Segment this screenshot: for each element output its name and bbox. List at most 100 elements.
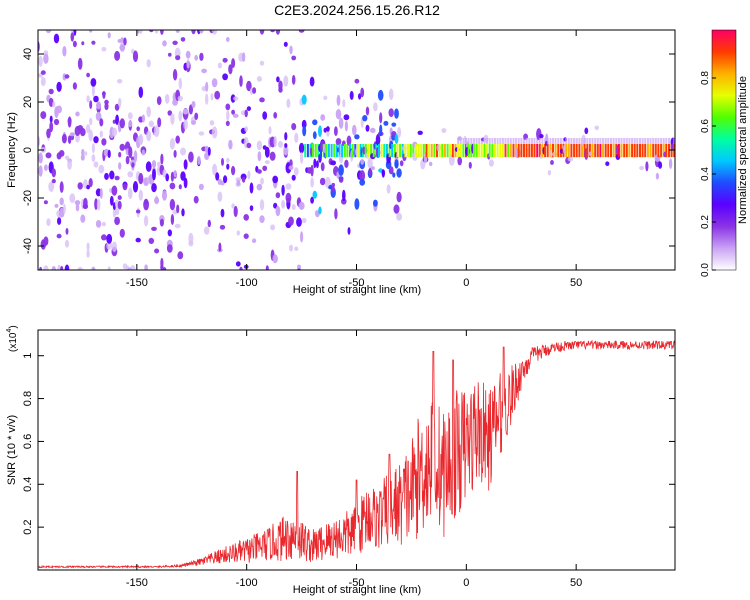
spectrogram-cell bbox=[289, 244, 293, 252]
y-tick-label: 1 bbox=[22, 353, 34, 359]
spectrogram-cell bbox=[138, 189, 143, 201]
spectrogram-signal bbox=[670, 144, 673, 158]
spectrogram-signal bbox=[385, 144, 388, 158]
spectrogram-halo bbox=[604, 138, 607, 144]
spectrogram-cell bbox=[326, 126, 330, 132]
spectrogram-halo bbox=[662, 138, 665, 144]
spectrogram-cell bbox=[170, 113, 175, 125]
spectrogram-signal bbox=[567, 144, 570, 158]
spectrogram-cell bbox=[235, 261, 241, 267]
spectrogram-cell bbox=[93, 161, 99, 168]
spectrogram-cell bbox=[62, 46, 67, 57]
spectrogram-cell bbox=[119, 41, 125, 53]
spectrogram-halo bbox=[607, 138, 610, 144]
spectrogram-cell bbox=[394, 134, 399, 145]
spectrogram-cell bbox=[153, 125, 160, 138]
spectrogram-cell bbox=[199, 52, 204, 61]
spectrogram-cell bbox=[281, 199, 286, 209]
spectrogram-cell bbox=[99, 188, 103, 199]
spectrogram-signal bbox=[517, 144, 520, 158]
x-tick-label: -150 bbox=[126, 577, 148, 589]
spectrogram-cell bbox=[197, 155, 201, 165]
spectrogram-signal bbox=[546, 144, 549, 158]
spectrogram-cell bbox=[75, 133, 80, 143]
y-tick-label: 0.4 bbox=[22, 477, 34, 492]
spectrogram-signal bbox=[530, 144, 533, 158]
spectrogram-signal bbox=[388, 144, 391, 158]
x-tick-label: 0 bbox=[463, 277, 469, 289]
spectrogram-cell bbox=[90, 78, 97, 87]
spectrogram-cell bbox=[639, 165, 644, 171]
spectrogram-cell bbox=[391, 122, 397, 127]
spectrogram-cell bbox=[38, 135, 41, 147]
spectrogram-cell bbox=[62, 203, 66, 214]
y-tick-label: 40 bbox=[22, 48, 34, 60]
spectrogram-cell bbox=[143, 215, 149, 227]
spectrogram-cell bbox=[117, 195, 122, 201]
spectrogram-cell bbox=[259, 60, 265, 66]
spectrogram-cell bbox=[291, 74, 296, 85]
spectrogram-cell bbox=[365, 106, 370, 116]
spectrogram-cell bbox=[107, 32, 111, 39]
spectrogram-cell bbox=[259, 97, 265, 103]
spectrogram-cell bbox=[156, 161, 162, 167]
spectrogram-cell bbox=[164, 93, 170, 104]
spectrogram-cell bbox=[170, 214, 175, 225]
spectrogram-cell bbox=[138, 134, 144, 145]
spectrogram-cell bbox=[658, 161, 663, 169]
spectrogram-cell bbox=[79, 128, 86, 137]
spectrogram-signal bbox=[673, 144, 675, 158]
spectrogram-cell bbox=[488, 159, 494, 167]
spectrogram-cell bbox=[138, 30, 143, 34]
spectrogram-cell bbox=[354, 134, 360, 140]
spectrogram-signal bbox=[306, 144, 309, 158]
spectrogram-signal bbox=[475, 144, 478, 158]
spectrogram-signal bbox=[467, 144, 470, 158]
spectrogram-cell bbox=[162, 190, 167, 201]
spectrogram-cell bbox=[226, 110, 230, 121]
spectrogram-cell bbox=[154, 30, 159, 34]
spectrogram-halo bbox=[594, 138, 597, 144]
spectrogram-cell bbox=[59, 209, 65, 218]
spectrogram-signal bbox=[462, 144, 465, 158]
spectrogram-cell bbox=[260, 177, 264, 185]
spectrogram-cell bbox=[294, 132, 299, 143]
spectrogram-cell bbox=[272, 254, 278, 264]
spectrogram-cell bbox=[138, 172, 144, 185]
colorbar-tick-label: 0.0 bbox=[700, 263, 711, 277]
spectrogram-cell bbox=[167, 229, 172, 237]
spectrogram-halo bbox=[633, 138, 636, 144]
spectrogram-cell bbox=[335, 138, 342, 146]
spectrogram-cell bbox=[188, 232, 194, 245]
spectrogram-signal bbox=[649, 144, 652, 158]
spectrogram-cell bbox=[56, 233, 62, 239]
colorbar-tick-label: 0.4 bbox=[700, 167, 711, 181]
spectrogram-cell bbox=[46, 218, 51, 227]
spectrogram-halo bbox=[491, 138, 494, 144]
spectrogram-cell bbox=[259, 30, 265, 35]
spectrogram-cell bbox=[135, 237, 141, 243]
spectrogram-cell bbox=[38, 165, 43, 177]
snr-plot-area bbox=[38, 330, 675, 570]
spectrogram-halo bbox=[501, 138, 504, 144]
spectrogram-cell bbox=[252, 238, 257, 243]
x-tick-label: 50 bbox=[570, 277, 582, 289]
spectrogram-cell bbox=[46, 128, 51, 139]
spectrogram-cell bbox=[115, 114, 119, 126]
spectrogram-halo bbox=[591, 138, 594, 144]
spectrogram-signal bbox=[639, 144, 641, 158]
spectrogram-cell bbox=[283, 75, 289, 87]
spectrogram-cell bbox=[181, 208, 185, 217]
spectrogram-cell bbox=[152, 168, 156, 181]
spectrogram-cell bbox=[310, 196, 314, 204]
spectrogram-cell bbox=[43, 265, 49, 270]
spectrogram-cell bbox=[298, 142, 305, 154]
spectrogram-cell bbox=[131, 162, 135, 168]
spectrogram-cell bbox=[212, 30, 218, 35]
spectrogram-signal bbox=[591, 144, 594, 158]
colorbar-tick-label: 0.8 bbox=[700, 71, 711, 85]
spectrogram-halo bbox=[599, 138, 602, 144]
spectrogram-cell bbox=[270, 224, 276, 231]
spectrogram-halo bbox=[496, 138, 499, 144]
spectrogram-halo bbox=[586, 138, 589, 144]
